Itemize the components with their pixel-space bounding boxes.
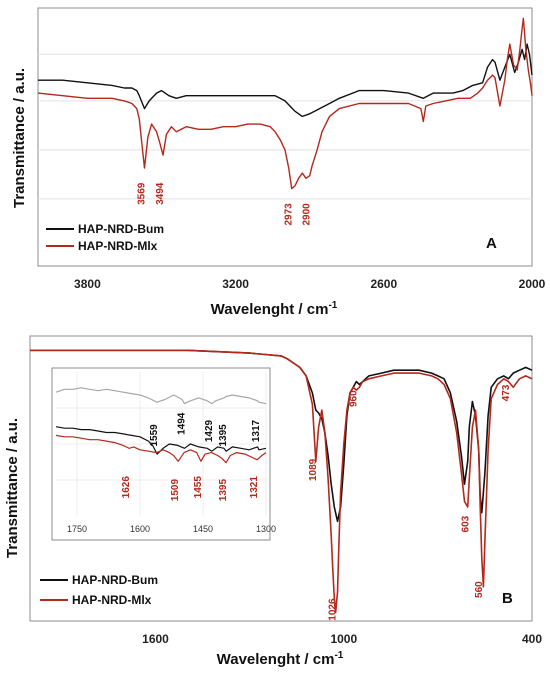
legend-label-mlx: HAP-NRD-Mlx	[78, 239, 158, 253]
inset-x-tick-label: 1600	[130, 524, 150, 534]
panel-a-series-line-hap-nrd-bum	[38, 43, 533, 118]
panel-b-letter: B	[502, 590, 513, 607]
panel-a-series	[37, 17, 533, 190]
inset-peak-label: 1317	[251, 419, 262, 442]
inset-x-tick-label: 1750	[67, 524, 87, 534]
inset-peak-label: 1626	[121, 476, 132, 499]
panel-a-annotations: 3569 3494 2973 2900	[137, 182, 313, 225]
panel-a-peak-label: 3569	[137, 182, 148, 205]
inset-peak-label: 1509	[170, 479, 181, 502]
inset-gridlines	[56, 372, 267, 516]
panel-b-peak-label: 473	[501, 384, 512, 401]
panel-b-series	[30, 349, 533, 614]
panel-a-peak-label: 3494	[155, 182, 166, 205]
panel-b-legend: HAP-NRD-Bum HAP-NRD-Mlx	[40, 573, 158, 607]
panel-a-legend: HAP-NRD-Bum HAP-NRD-Mlx	[46, 222, 164, 253]
panel-a-x-ticks: 3800 3200 2600 2000	[74, 277, 546, 291]
panel-a-y-label: Transmittance / a.u.	[11, 68, 28, 208]
panel-b: 1600 1000 400 1089 960 1026 603 560 473 1750 160…	[4, 335, 542, 668]
inset-frame	[51, 367, 271, 541]
panel-b-x-tick-label: 1000	[330, 632, 357, 646]
panel-a-x-tick-label: 3800	[74, 277, 101, 291]
panel-a-x-label-main: Wavelenght / cm	[211, 301, 329, 318]
panel-b-x-ticks: 1600 1000 400	[142, 632, 542, 646]
panel-a-peak-label: 2900	[302, 203, 313, 226]
panel-a: 3800 3200 2600 2000 3569 3494 2973 2900 HAP-NR…	[11, 7, 546, 318]
inset-x-tick-label: 1450	[193, 524, 213, 534]
panel-b-peak-label: 560	[474, 581, 485, 598]
legend-label-bum-b: HAP-NRD-Bum	[72, 573, 158, 587]
panel-a-peak-label: 2973	[284, 203, 295, 226]
panel-b-plot-frame	[29, 335, 533, 622]
panel-a-x-label-sup: -1	[328, 300, 337, 311]
panel-a-x-tick-label: 2600	[370, 277, 397, 291]
inset-series-line-trace-1	[55, 426, 267, 455]
inset-series	[55, 387, 267, 464]
panel-b-peak-label: 603	[460, 515, 471, 532]
panel-a-x-label: Wavelenght / cm-1	[211, 300, 338, 318]
inset-peak-label: 1559	[149, 424, 160, 447]
panel-b-x-label-main: Wavelenght / cm	[217, 651, 335, 668]
panel-a-x-tick-label: 3200	[222, 277, 249, 291]
inset-x-tick-label: 1300	[256, 524, 276, 534]
panel-a-letter: A	[486, 235, 497, 252]
panel-a-gridlines	[38, 53, 532, 200]
panel-b-series-line-hap-nrd-mlx	[30, 349, 533, 614]
inset-peak-label: 1429	[204, 419, 215, 442]
panel-b-peak-label: 1089	[308, 458, 319, 481]
inset-series-line-trace-2	[55, 434, 267, 464]
panel-b-y-label: Transmittance / a.u.	[4, 418, 21, 558]
panel-b-peak-label: 1026	[328, 598, 339, 621]
inset-peak-label: 1494	[177, 412, 188, 435]
inset-series-line-trace-0	[55, 387, 267, 405]
panel-b-x-label-sup: -1	[334, 650, 343, 661]
panel-b-annotations: 1089 960 1026 603 560 473	[308, 384, 512, 621]
panel-b-x-label: Wavelenght / cm-1	[217, 650, 344, 668]
panel-a-series-line-hap-nrd-mlx	[37, 17, 533, 190]
inset-peak-label: 1395	[218, 479, 229, 502]
panel-b-peak-label: 960	[348, 390, 359, 407]
panel-b-x-tick-label: 1600	[142, 632, 169, 646]
panel-b-x-tick-label: 400	[522, 632, 542, 646]
inset-peak-label: 1395	[218, 424, 229, 447]
inset-peak-label: 1455	[193, 476, 204, 499]
inset-x-ticks: 1750 1600 1450 1300	[67, 524, 276, 534]
legend-label-bum: HAP-NRD-Bum	[78, 222, 164, 236]
inset-peak-label: 1321	[249, 476, 260, 499]
legend-label-mlx-b: HAP-NRD-Mlx	[72, 593, 152, 607]
panel-a-plot-frame	[37, 7, 533, 267]
panel-a-x-tick-label: 2000	[519, 277, 546, 291]
